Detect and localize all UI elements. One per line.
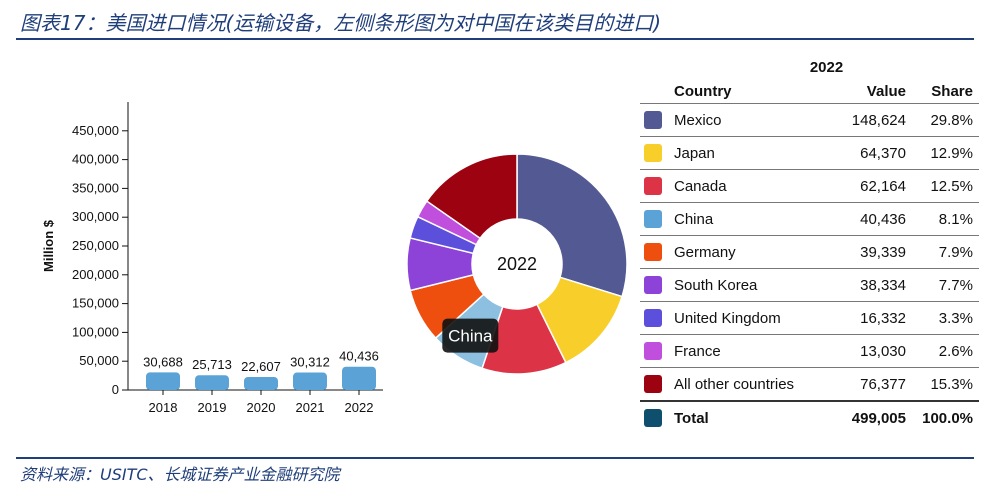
legend-swatch — [644, 177, 662, 196]
source-note: 资料来源：USITC、长城证券产业金融研究院 — [20, 465, 340, 484]
bar-value-label: 25,713 — [192, 357, 232, 372]
bar-value-label: 40,436 — [339, 349, 379, 364]
tooltip: China — [442, 318, 499, 353]
x-tick-label: 2018 — [149, 400, 178, 415]
y-tick-label: 0 — [112, 382, 119, 397]
slice-all-other-countries — [425, 153, 518, 240]
column-header-value: Value — [814, 79, 906, 104]
donut-chart: 2022 China — [406, 153, 628, 375]
legend-table: 2022 Country Value Share Mexico 148,624 29.8% J… — [640, 55, 979, 434]
legend-country: All other countries — [674, 367, 814, 402]
y-tick-label: 400,000 — [72, 152, 119, 167]
legend-value: 39,339 — [814, 235, 906, 269]
legend-swatch — [644, 210, 662, 229]
legend-swatch — [644, 243, 662, 262]
donut-center-label: 2022 — [497, 254, 537, 274]
legend-row: South Korea 38,334 7.7% — [640, 268, 979, 302]
bar-2021 — [293, 372, 327, 390]
legend-total-row: Total 499,005 100.0% — [640, 400, 979, 434]
y-tick-label: 100,000 — [72, 324, 119, 339]
x-tick-label: 2021 — [296, 400, 325, 415]
bar-chart: 0 50,000 100,000 150,000 200,000 250,000 300,0… — [41, 102, 383, 415]
legend-swatch — [644, 276, 662, 295]
y-tick-label: 200,000 — [72, 267, 119, 282]
legend-value: 38,334 — [814, 268, 906, 302]
legend-country: Canada — [674, 169, 814, 203]
legend-row: France 13,030 2.6% — [640, 334, 979, 368]
legend-share: 7.7% — [906, 268, 979, 302]
legend-share: 12.9% — [906, 136, 979, 170]
legend-swatch — [644, 342, 662, 361]
legend-value: 148,624 — [814, 103, 906, 137]
legend-swatch — [644, 144, 662, 163]
legend-country: South Korea — [674, 268, 814, 302]
legend-share: 2.6% — [906, 334, 979, 368]
legend-share: 29.8% — [906, 103, 979, 137]
bar-value-label: 22,607 — [241, 359, 281, 374]
bar-2020 — [244, 376, 278, 390]
legend-value: 13,030 — [814, 334, 906, 368]
x-tick-label: 2022 — [345, 400, 374, 415]
legend-row: Canada 62,164 12.5% — [640, 169, 979, 203]
legend-country: Mexico — [674, 103, 814, 137]
y-axis-title: Million $ — [41, 219, 56, 272]
legend-year-row: 2022 — [640, 55, 979, 79]
legend-value: 76,377 — [814, 367, 906, 402]
footer-rule — [16, 457, 974, 459]
bar-value-label: 30,312 — [290, 355, 330, 370]
legend-share: 3.3% — [906, 301, 979, 335]
legend-share: 12.5% — [906, 169, 979, 203]
legend-country: Germany — [674, 235, 814, 269]
y-tick-label: 150,000 — [72, 296, 119, 311]
legend-country: Japan — [674, 136, 814, 170]
slice-mexico — [516, 153, 628, 298]
legend-country: France — [674, 334, 814, 368]
bar-2018 — [146, 372, 180, 390]
legend-row: Germany 39,339 7.9% — [640, 235, 979, 269]
tooltip-box — [442, 318, 499, 353]
legend-value: 64,370 — [814, 136, 906, 170]
x-tick-label: 2020 — [247, 400, 276, 415]
legend-share: 8.1% — [906, 202, 979, 236]
y-tick-label: 250,000 — [72, 238, 119, 253]
title-rule — [16, 38, 974, 40]
legend-row: United Kingdom 16,332 3.3% — [640, 301, 979, 335]
legend-country: United Kingdom — [674, 301, 814, 335]
legend-swatch — [644, 111, 662, 130]
x-tick-label: 2019 — [198, 400, 227, 415]
legend-share: 100.0% — [906, 400, 979, 434]
legend-row: Mexico 148,624 29.8% — [640, 103, 979, 137]
legend-swatch — [644, 309, 662, 328]
y-tick-label: 450,000 — [72, 123, 119, 138]
legend-swatch — [644, 375, 662, 394]
figure-title: 图表17：美国进口情况(运输设备，左侧条形图为对中国在该类目的进口) — [20, 11, 662, 35]
legend-row: All other countries 76,377 15.3% — [640, 367, 979, 402]
legend-row: Japan 64,370 12.9% — [640, 136, 979, 170]
y-tick-label: 50,000 — [79, 353, 119, 368]
legend-header-row: Country Value Share — [640, 79, 979, 104]
bar-2022 — [342, 366, 376, 390]
legend-share: 7.9% — [906, 235, 979, 269]
legend-country: Total — [674, 400, 814, 434]
legend-year: 2022 — [809, 58, 844, 76]
legend-value: 499,005 — [814, 400, 906, 434]
column-header-share: Share — [906, 79, 979, 104]
legend-swatch — [644, 409, 662, 428]
bar-value-label: 30,688 — [143, 354, 183, 369]
legend-country: China — [674, 202, 814, 236]
bar-2019 — [195, 375, 229, 390]
tooltip-label: China — [448, 327, 493, 346]
y-tick-label: 300,000 — [72, 209, 119, 224]
legend-value: 62,164 — [814, 169, 906, 203]
y-tick-label: 350,000 — [72, 180, 119, 195]
legend-value: 16,332 — [814, 301, 906, 335]
legend-share: 15.3% — [906, 367, 979, 402]
legend-row: China 40,436 8.1% — [640, 202, 979, 236]
column-header-country: Country — [674, 79, 814, 104]
legend-value: 40,436 — [814, 202, 906, 236]
